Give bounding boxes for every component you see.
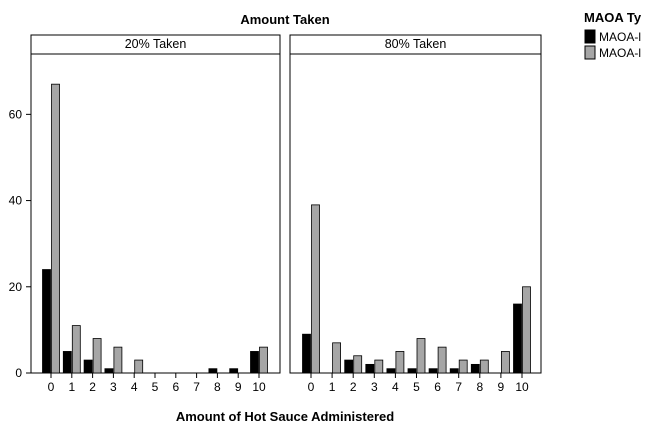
bar	[386, 368, 396, 374]
bar	[522, 286, 531, 374]
bar	[250, 351, 259, 374]
bar	[51, 83, 60, 374]
x-tick-label: 10	[515, 380, 529, 394]
legend-entries: MAOA-l MAOA-l	[584, 29, 641, 60]
bar	[344, 359, 354, 374]
x-tick-label: 8	[476, 380, 483, 394]
legend-swatch	[584, 29, 596, 44]
x-tick-label: 9	[235, 380, 242, 394]
bar	[479, 359, 489, 374]
bar	[302, 333, 311, 374]
bar	[104, 368, 114, 374]
x-tick-label: 1	[329, 380, 336, 394]
x-tick-label: 2	[89, 380, 96, 394]
bar	[470, 363, 480, 374]
bar	[42, 269, 51, 374]
x-tick-label: 10	[252, 380, 266, 394]
legend-swatch	[584, 45, 596, 60]
legend-title: MAOA Ty	[584, 10, 642, 25]
bar	[416, 338, 426, 374]
x-tick-label: 0	[48, 380, 55, 394]
x-tick-label: 3	[110, 380, 117, 394]
x-tick-label: 0	[308, 380, 315, 394]
x-axis-label: Amount of Hot Sauce Administered	[176, 409, 394, 424]
bar	[407, 368, 417, 374]
bar	[437, 346, 447, 374]
bar	[229, 368, 239, 374]
x-tick-label: 6	[434, 380, 441, 394]
legend-entry-label: MAOA-l	[599, 30, 641, 44]
panel-label: 20% Taken	[125, 37, 187, 51]
panel-label: 80% Taken	[385, 37, 447, 51]
x-tick-label: 2	[350, 380, 357, 394]
bar	[449, 368, 459, 374]
bar	[365, 363, 375, 374]
chart-title: Amount Taken	[240, 12, 329, 27]
bar	[513, 303, 522, 374]
bar	[208, 368, 218, 374]
x-tick-label: 6	[172, 380, 179, 394]
bar	[353, 355, 363, 374]
y-tick-label: 60	[9, 107, 23, 121]
bar	[71, 325, 81, 374]
y-tick-label: 40	[9, 194, 23, 208]
bar	[113, 346, 123, 374]
bar	[62, 351, 72, 374]
x-tick-label: 9	[498, 380, 505, 394]
x-tick-label: 7	[455, 380, 462, 394]
y-tick-label: 20	[9, 280, 23, 294]
panel-1: 20% Taken 0 1 2 3 4 5 6 7 8 9 10	[30, 34, 281, 394]
x-tick-label: 4	[392, 380, 399, 394]
y-tick-label: 0	[15, 366, 22, 380]
x-tick-label: 8	[214, 380, 221, 394]
bar	[259, 346, 268, 374]
plot-frame	[30, 53, 281, 374]
bar	[458, 359, 468, 374]
bar	[311, 204, 320, 374]
x-tick-label: 5	[413, 380, 420, 394]
plot-frame	[289, 53, 542, 374]
bar	[134, 359, 144, 374]
bar	[374, 359, 384, 374]
x-tick-label: 3	[371, 380, 378, 394]
bar	[92, 338, 102, 374]
panel-2: 80% Taken 0 1 2 3 4 5 6 7 8 9 10	[289, 34, 542, 394]
legend-entry-label: MAOA-l	[599, 46, 641, 60]
bar	[332, 342, 342, 374]
x-tick-label: 7	[193, 380, 200, 394]
x-tick-label: 5	[152, 380, 159, 394]
bar	[428, 368, 438, 374]
bar	[500, 351, 510, 374]
bar	[395, 351, 405, 374]
bar	[83, 359, 93, 374]
x-tick-label: 4	[131, 380, 138, 394]
x-tick-label: 1	[68, 380, 75, 394]
